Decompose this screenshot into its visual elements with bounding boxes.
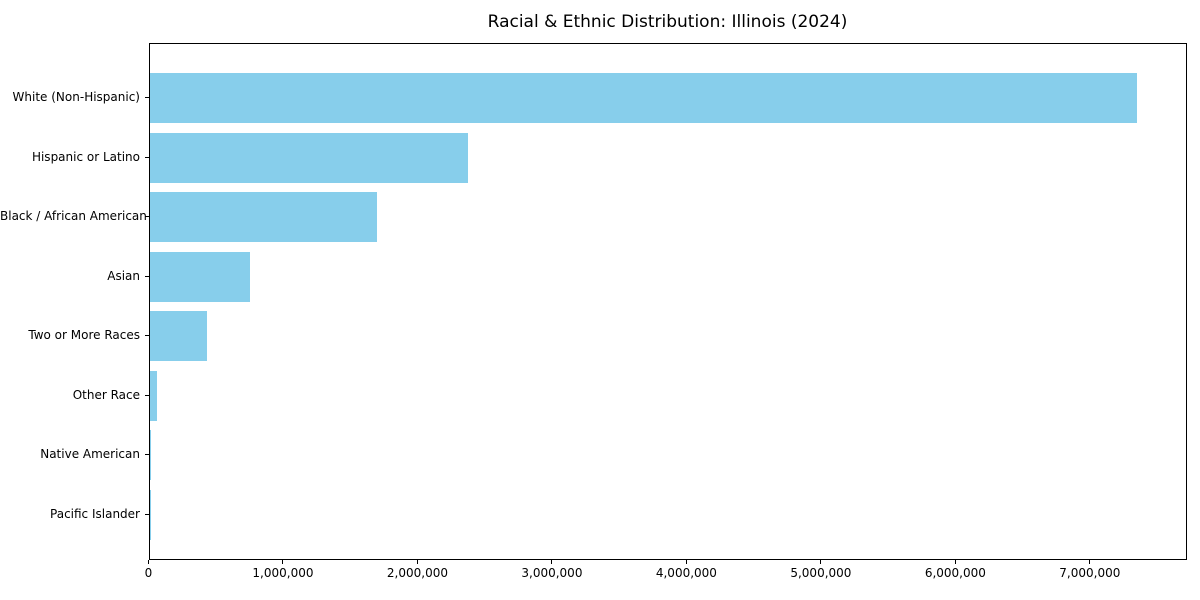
x-tick-label: 6,000,000 (924, 566, 986, 580)
bar (149, 192, 377, 243)
bar (149, 73, 1137, 123)
y-tick-mark (144, 275, 149, 277)
y-tick-mark (144, 514, 149, 515)
plot-area (148, 43, 1187, 560)
y-tick-label: Pacific Islander (50, 507, 140, 521)
y-tick-mark (144, 156, 149, 158)
y-tick-label: White (Non-Hispanic) (12, 90, 140, 104)
x-tick-label: 7,000,000 (1059, 566, 1121, 580)
y-tick-mark (144, 394, 149, 396)
x-tick-label: 2,000,000 (386, 566, 448, 580)
x-tick-label: 3,000,000 (521, 566, 583, 580)
bar (149, 311, 208, 362)
x-tick-mark (416, 560, 418, 564)
y-tick-label: Black / African American (0, 209, 147, 224)
x-tick-mark (148, 560, 149, 564)
x-tick-label: 0 (144, 566, 153, 580)
x-tick-label: 1,000,000 (252, 566, 314, 580)
y-tick-label: Other Race (72, 387, 140, 402)
y-tick-label: Asian (107, 268, 140, 283)
y-tick-mark (144, 335, 149, 337)
bar (149, 251, 251, 302)
x-tick-mark (282, 560, 284, 564)
x-tick-mark (551, 560, 553, 564)
y-tick-label: Hispanic or Latino (31, 149, 140, 164)
chart-title: Racial & Ethnic Distribution: Illinois (… (487, 12, 848, 32)
bar (149, 132, 469, 183)
bar (149, 370, 157, 421)
y-tick-mark (144, 216, 149, 218)
x-tick-mark (1089, 560, 1091, 564)
y-tick-mark (144, 454, 149, 456)
y-tick-label: Native American (40, 447, 140, 462)
x-tick-mark (820, 560, 822, 564)
x-tick-label: 5,000,000 (790, 566, 852, 580)
x-tick-mark (685, 560, 687, 564)
y-tick-mark (144, 97, 149, 98)
x-tick-mark (954, 560, 956, 564)
bar (149, 430, 151, 481)
x-tick-label: 4,000,000 (655, 566, 717, 580)
y-tick-label: Two or More Races (28, 328, 140, 343)
